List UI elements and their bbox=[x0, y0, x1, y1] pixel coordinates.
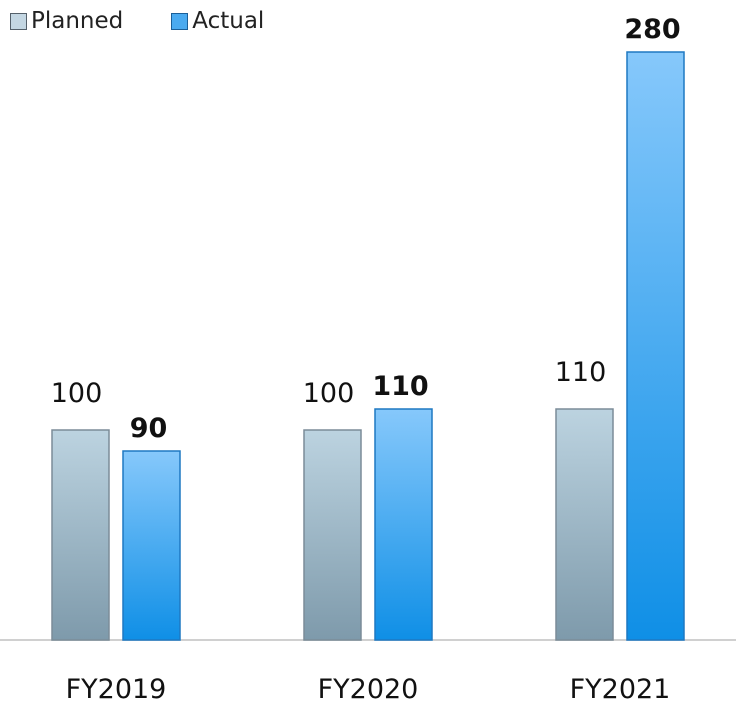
bar-actual-fy2021 bbox=[626, 51, 685, 641]
bar-planned-fy2019 bbox=[51, 429, 110, 641]
bar-planned-fy2021 bbox=[555, 408, 614, 641]
bar-actual-fy2019 bbox=[122, 450, 181, 641]
x-tick-label-fy2020: FY2020 bbox=[318, 674, 419, 701]
data-label-actual-fy2020: 110 bbox=[372, 371, 428, 402]
legend-item-planned: Planned bbox=[10, 8, 123, 34]
legend-item-actual: Actual bbox=[171, 8, 264, 34]
data-label-planned-fy2020: 100 bbox=[303, 378, 355, 409]
data-label-actual-fy2021: 280 bbox=[624, 14, 680, 45]
bars-layer bbox=[51, 51, 685, 641]
legend: Planned Actual bbox=[10, 8, 312, 34]
data-label-actual-fy2019: 90 bbox=[130, 413, 168, 444]
x-tick-label-fy2019: FY2019 bbox=[66, 674, 167, 701]
data-label-planned-fy2019: 100 bbox=[51, 378, 103, 409]
legend-label-planned: Planned bbox=[31, 8, 124, 34]
legend-label-actual: Actual bbox=[192, 8, 265, 34]
legend-swatch-planned bbox=[10, 12, 27, 30]
labels-layer: 100 90 FY2019 100 110 FY2020 110 280 FY2021 bbox=[51, 14, 681, 701]
legend-swatch-actual bbox=[171, 12, 189, 30]
bar-planned-fy2020 bbox=[303, 429, 362, 641]
x-tick-label-fy2021: FY2021 bbox=[570, 674, 671, 701]
data-label-planned-fy2021: 110 bbox=[555, 357, 607, 388]
bar-actual-fy2020 bbox=[374, 408, 433, 641]
